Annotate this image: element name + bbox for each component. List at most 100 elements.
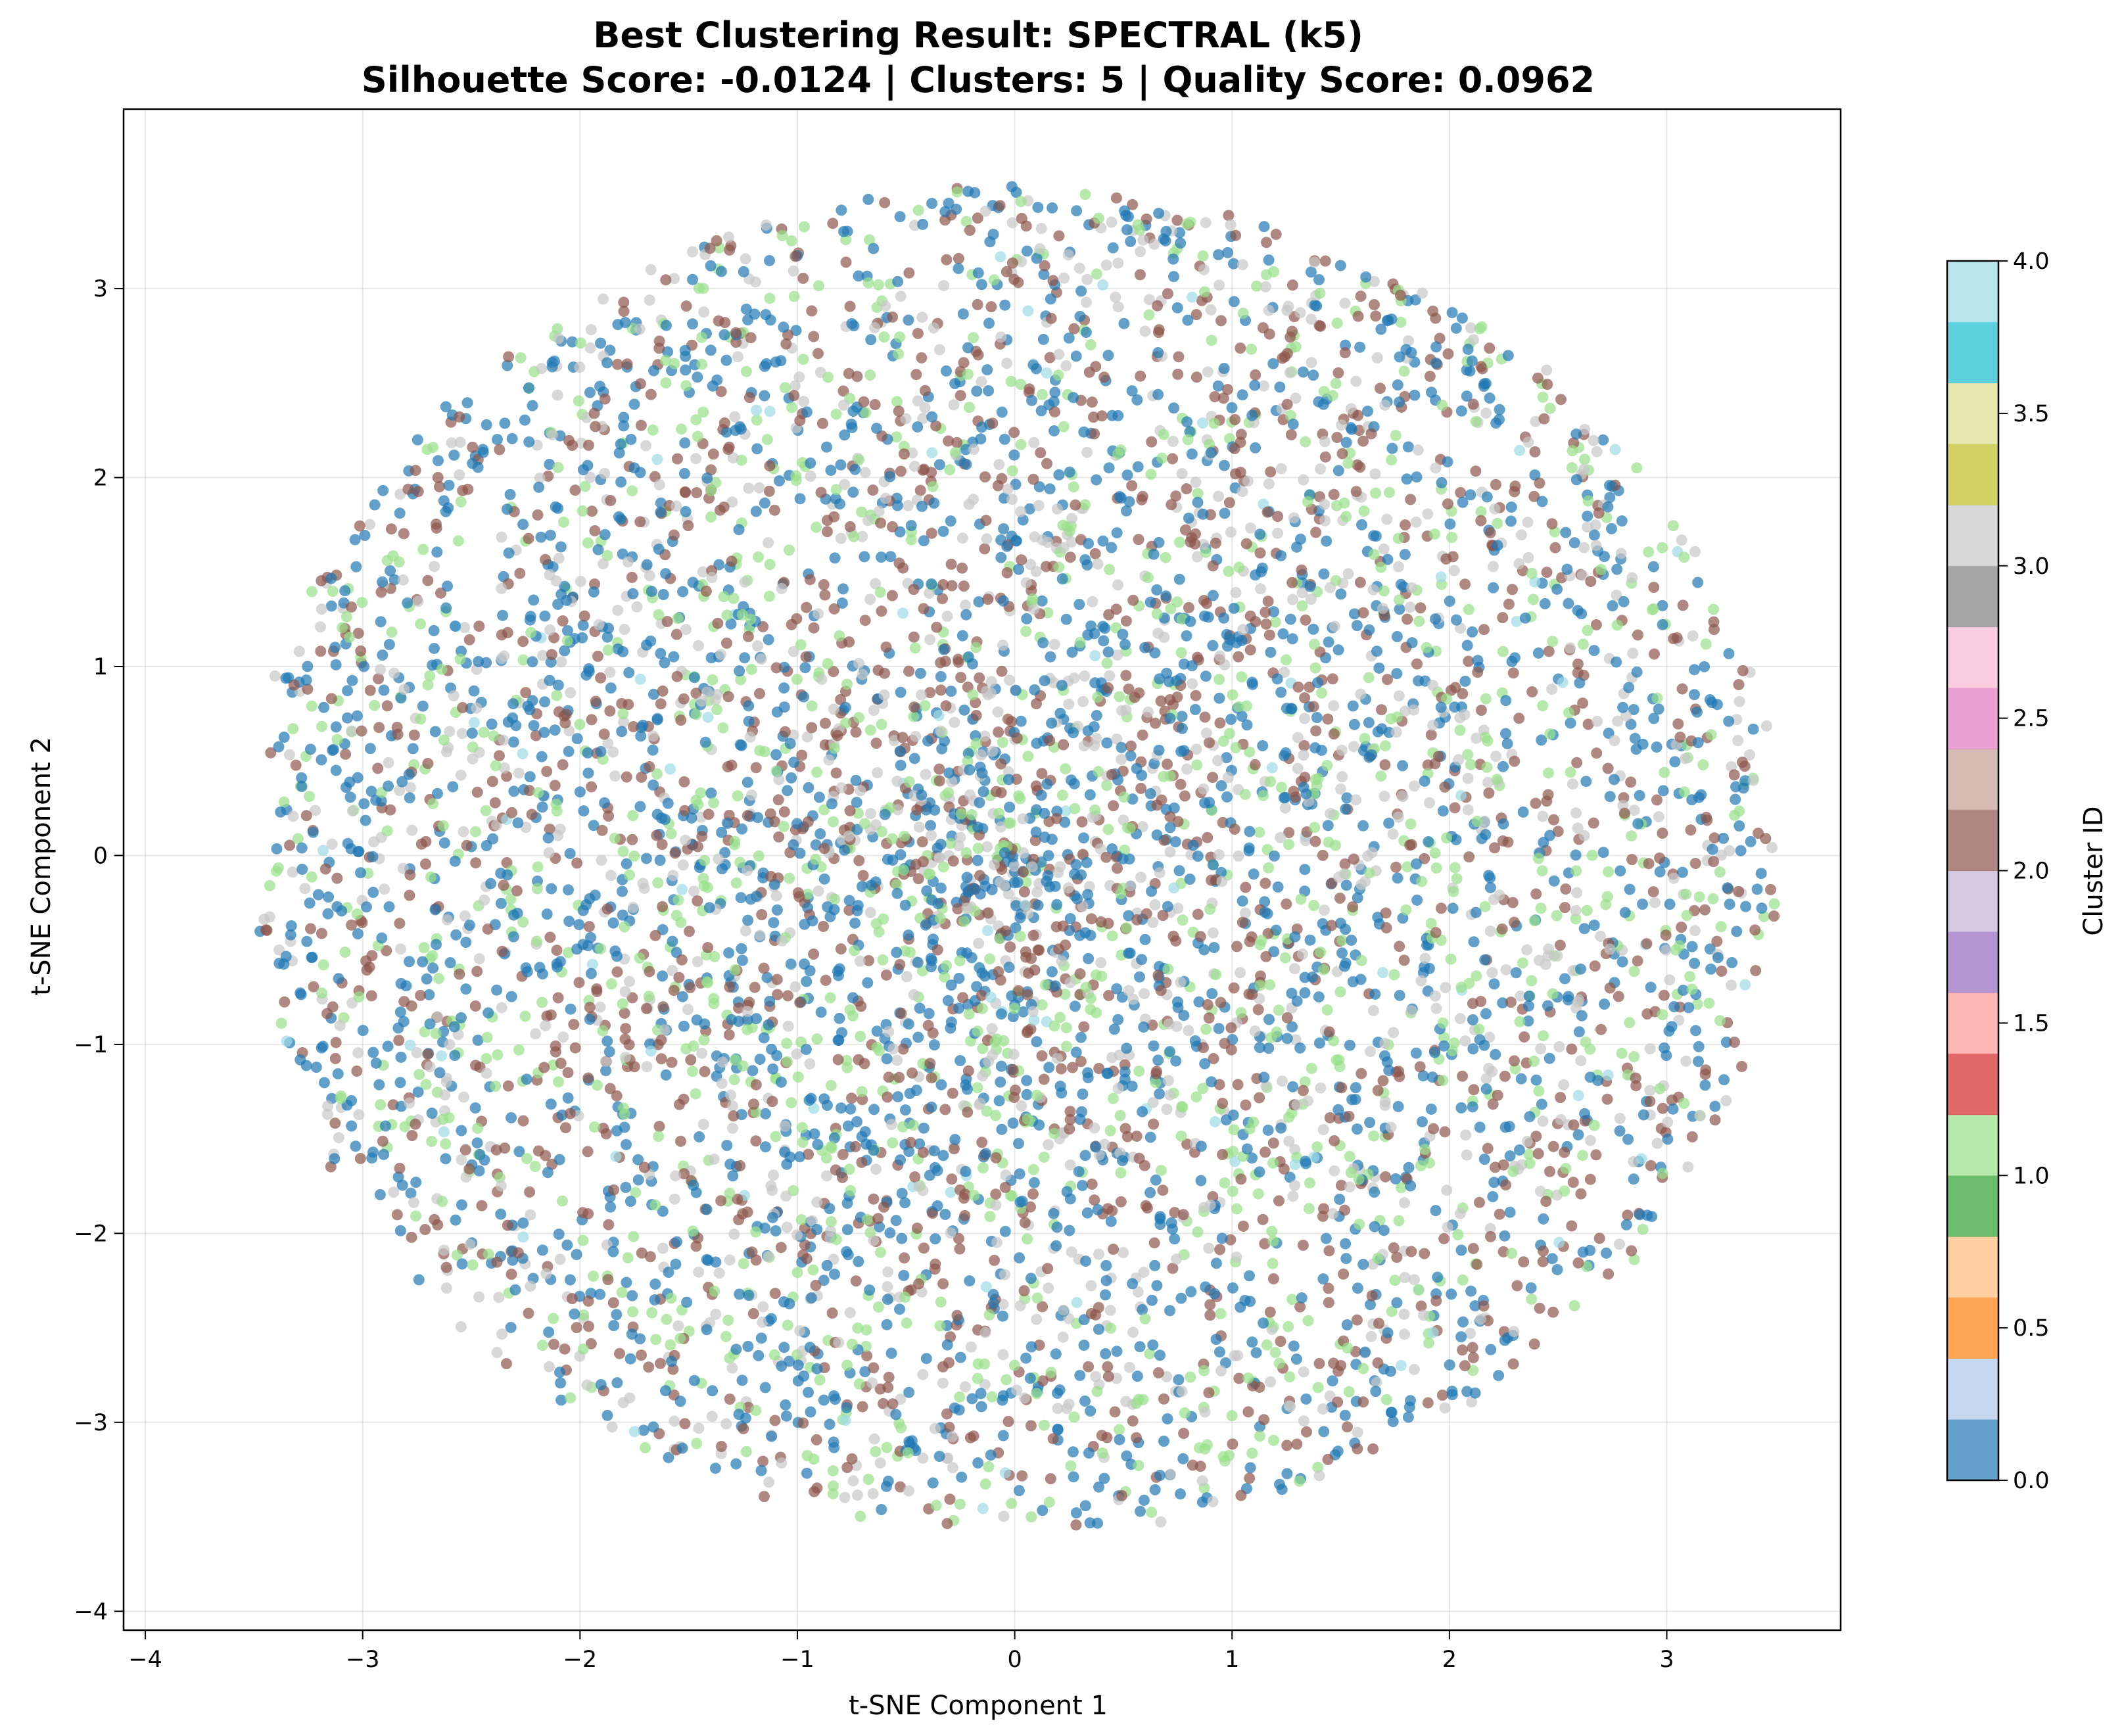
scatter-point [322, 908, 334, 920]
scatter-point [770, 1131, 782, 1142]
scatter-point [937, 1150, 949, 1161]
scatter-point [1230, 587, 1242, 598]
scatter-point [1260, 606, 1271, 618]
scatter-point [1217, 816, 1229, 828]
scatter-point [584, 1002, 596, 1014]
scatter-point [1511, 615, 1522, 627]
scatter-point [1003, 962, 1015, 973]
scatter-point [750, 1405, 762, 1417]
scatter-point [956, 562, 968, 574]
scatter-point [1669, 756, 1681, 768]
scatter-point [853, 712, 864, 724]
scatter-point [1686, 1131, 1698, 1142]
scatter-point [1041, 367, 1052, 379]
scatter-point [1402, 861, 1413, 873]
scatter-point [1672, 718, 1684, 730]
scatter-point [615, 513, 626, 525]
scatter-point [628, 850, 640, 862]
scatter-point [688, 885, 700, 897]
scatter-point [1048, 1208, 1060, 1219]
scatter-point [870, 1445, 882, 1457]
scatter-point [972, 843, 984, 854]
scatter-point [1004, 941, 1016, 953]
scatter-point [1401, 473, 1413, 485]
scatter-point [1651, 1137, 1663, 1149]
scatter-point [1555, 1092, 1567, 1104]
scatter-point [1284, 367, 1296, 379]
scatter-point [857, 870, 869, 881]
scatter-point [1522, 436, 1534, 448]
scatter-point [480, 805, 492, 816]
scatter-point [551, 945, 563, 956]
scatter-point [470, 857, 482, 869]
scatter-point [782, 1056, 793, 1067]
scatter-point [917, 413, 929, 425]
scatter-point [1354, 341, 1366, 353]
scatter-point [1561, 563, 1573, 575]
scatter-point [1707, 843, 1718, 855]
scatter-point [916, 500, 928, 512]
scatter-point [1440, 981, 1451, 993]
scatter-point [623, 1039, 635, 1050]
scatter-point [667, 965, 678, 976]
scatter-point [1081, 273, 1093, 285]
scatter-point [1726, 957, 1738, 968]
scatter-point [1708, 616, 1720, 628]
scatter-point [1288, 512, 1300, 524]
scatter-point [601, 550, 613, 561]
scatter-point [1334, 986, 1346, 998]
scatter-point [604, 1083, 616, 1094]
scatter-point [611, 1377, 623, 1389]
scatter-point [1334, 1194, 1346, 1205]
scatter-point [351, 1066, 363, 1077]
scatter-point [864, 234, 876, 246]
scatter-point [584, 387, 596, 398]
scatter-point [1750, 965, 1762, 977]
scatter-point [1430, 1205, 1442, 1217]
scatter-point [894, 1303, 905, 1315]
scatter-point [1045, 293, 1056, 305]
scatter-point [673, 972, 685, 983]
scatter-point [1093, 1481, 1104, 1493]
scatter-point [1227, 1185, 1238, 1197]
scatter-point [855, 1031, 866, 1043]
scatter-point [287, 810, 299, 822]
scatter-point [1315, 320, 1327, 332]
scatter-point [1249, 1025, 1261, 1037]
scatter-point [867, 1488, 879, 1499]
scatter-point [1455, 789, 1467, 801]
scatter-point [945, 686, 957, 697]
scatter-point [1125, 750, 1137, 762]
scatter-point [1382, 674, 1393, 686]
scatter-point [648, 1421, 659, 1433]
scatter-point [1091, 1386, 1103, 1397]
scatter-point [895, 1008, 907, 1020]
scatter-point [1432, 1271, 1444, 1283]
scatter-point [773, 831, 785, 843]
scatter-point [1602, 762, 1614, 774]
scatter-point [841, 678, 853, 690]
scatter-point [1435, 903, 1447, 914]
scatter-point [398, 684, 410, 695]
scatter-point [1164, 846, 1176, 858]
scatter-point [696, 830, 708, 842]
scatter-point [818, 1394, 830, 1406]
scatter-point [682, 843, 694, 855]
scatter-point [1319, 255, 1331, 267]
scatter-point [671, 1236, 682, 1248]
scatter-point [1279, 667, 1290, 678]
scatter-point [1490, 1161, 1501, 1173]
scatter-point [375, 795, 387, 807]
scatter-point [501, 504, 513, 515]
scatter-point [1244, 644, 1256, 656]
scatter-point [1340, 924, 1352, 935]
scatter-point [1526, 1293, 1538, 1305]
scatter-point [1465, 1285, 1477, 1297]
scatter-point [1177, 914, 1189, 926]
scatter-point [720, 1330, 732, 1342]
scatter-point [284, 749, 295, 761]
scatter-point [397, 574, 409, 586]
scatter-point [1011, 1384, 1023, 1396]
scatter-point [1306, 1062, 1317, 1074]
chart-title-line2: Silhouette Score: -0.0124 | Clusters: 5 … [362, 59, 1595, 101]
